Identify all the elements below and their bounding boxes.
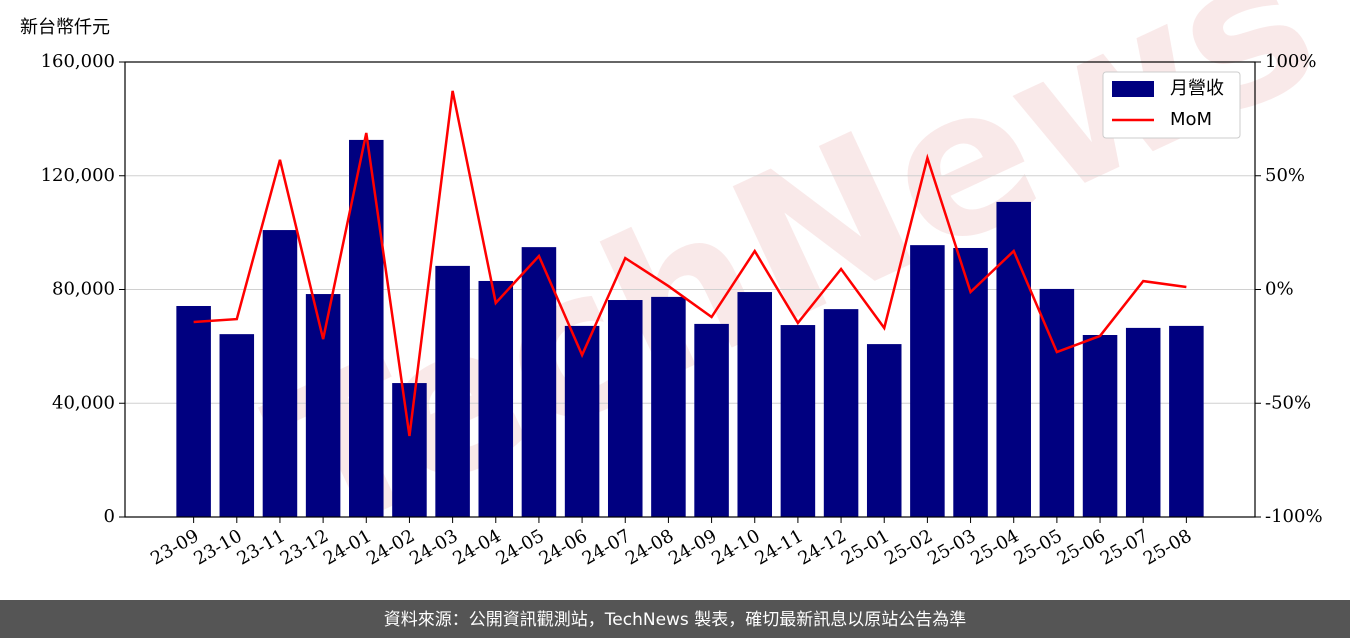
x-tick-label: 24-06 <box>536 525 591 569</box>
y2-tick-label: 0% <box>1265 279 1294 300</box>
bar <box>996 201 1031 517</box>
y-tick-label: 80,000 <box>52 279 115 300</box>
bar <box>1169 325 1204 517</box>
bar <box>866 344 902 517</box>
bar <box>435 265 470 517</box>
x-tick-label: 25-04 <box>967 525 1022 569</box>
x-tick-label: 23-10 <box>190 525 245 569</box>
bar <box>1082 335 1118 517</box>
bar <box>521 247 557 518</box>
bar <box>478 280 514 517</box>
y-tick-label: 120,000 <box>41 165 115 186</box>
x-tick-label: 25-01 <box>838 525 893 569</box>
y2-tick-label: -100% <box>1265 506 1323 527</box>
source-note: 資料來源：公開資訊觀測站，TechNews 製表，確切最新訊息以原站公告為準 <box>384 610 966 630</box>
legend-label: MoM <box>1170 109 1212 130</box>
x-tick-label: 24-11 <box>751 525 806 569</box>
bar <box>219 334 255 517</box>
bar <box>607 300 643 517</box>
x-tick-label: 23-11 <box>234 525 289 569</box>
x-tick-label: 25-08 <box>1140 525 1195 569</box>
footer-bar <box>0 600 1350 638</box>
bar <box>694 323 729 517</box>
bar <box>823 309 859 517</box>
x-tick-label: 25-03 <box>924 525 979 569</box>
x-tick-label: 23-09 <box>147 525 202 569</box>
bar <box>392 383 427 517</box>
bar <box>737 292 773 517</box>
plot-frame <box>124 61 1256 518</box>
x-tick-label: 24-12 <box>795 525 850 569</box>
y2-tick-label: -50% <box>1265 392 1311 413</box>
bar <box>1125 327 1161 517</box>
bar <box>651 296 686 517</box>
x-tick-label: 24-04 <box>449 525 504 569</box>
line <box>193 90 1187 437</box>
y-tick-label: 40,000 <box>52 392 115 413</box>
y-tick-label: 160,000 <box>41 51 115 72</box>
x-tick-label: 24-08 <box>622 525 677 569</box>
bar <box>349 139 384 517</box>
bar <box>910 245 945 517</box>
y-tick-label: 0 <box>104 506 115 527</box>
x-tick-label: 24-05 <box>492 525 547 569</box>
legend-label: 月營收 <box>1170 78 1224 99</box>
legend-swatch <box>1112 81 1154 97</box>
bar <box>262 230 298 518</box>
bar <box>176 305 211 517</box>
y2-tick-label: 100% <box>1265 51 1316 72</box>
x-tick-label: 24-07 <box>579 525 634 569</box>
x-tick-label: 23-12 <box>277 525 332 569</box>
x-tick-label: 25-07 <box>1097 525 1152 569</box>
bar <box>305 294 341 517</box>
x-tick-label: 25-05 <box>1010 525 1065 569</box>
x-tick-label: 24-10 <box>708 525 763 569</box>
x-tick-label: 25-02 <box>881 525 936 569</box>
x-tick-label: 25-06 <box>1054 525 1109 569</box>
x-tick-label: 24-09 <box>665 525 720 569</box>
bar <box>780 325 816 517</box>
y2-tick-label: 50% <box>1265 165 1305 186</box>
y-axis-label: 新台幣仟元 <box>20 17 110 38</box>
